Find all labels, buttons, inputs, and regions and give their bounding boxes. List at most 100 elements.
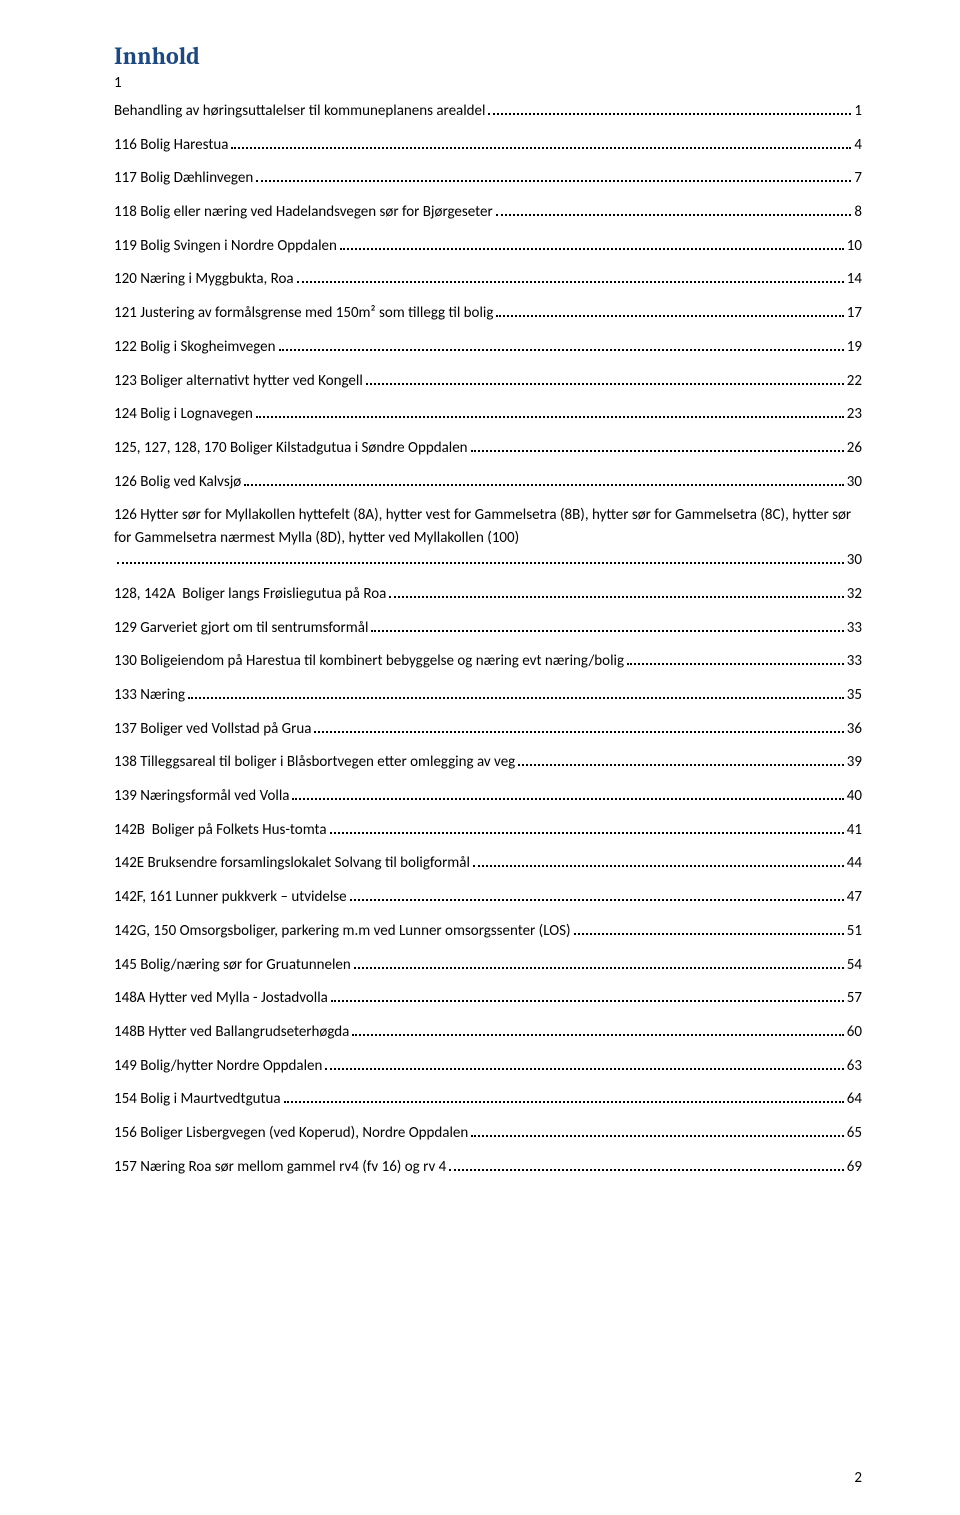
toc-entry: 128, 142A Boliger langs Frøisliegutua på…: [114, 583, 862, 606]
toc-entry: 133 Næring 35: [114, 684, 862, 707]
toc-entry: 138 Tilleggsareal til boliger i Blåsbort…: [114, 751, 862, 774]
toc-entry-page: 23: [847, 403, 862, 426]
toc-dots: [314, 722, 843, 732]
toc-entry: 148A Hytter ved Mylla - Jostadvolla 57: [114, 987, 862, 1010]
toc-entry: 117 Bolig Dæhlinvegen 7: [114, 167, 862, 190]
toc-entry-label: 124 Bolig i Lognavegen: [114, 403, 253, 426]
toc-entry-page: 1: [854, 100, 862, 123]
toc-entry-page: 17: [847, 302, 862, 325]
toc-dots: [471, 442, 844, 452]
toc-entry: 130 Boligeiendom på Harestua til kombine…: [114, 650, 862, 673]
toc-dots: [518, 756, 844, 766]
toc-entry: 139 Næringsformål ved Volla 40: [114, 785, 862, 808]
toc-entry-leader-line: 30: [114, 549, 862, 572]
toc-entry-page: 40: [847, 785, 862, 808]
toc-dots: [330, 824, 844, 834]
toc-entry-page: 14: [847, 268, 862, 291]
page-number: 2: [854, 1469, 862, 1487]
toc-entry-page: 30: [847, 471, 862, 494]
toc-container: Behandling av høringsuttalelser til komm…: [114, 100, 862, 1178]
toc-entry: Behandling av høringsuttalelser til komm…: [114, 100, 862, 123]
toc-entry-page: 7: [854, 167, 862, 190]
toc-entry-label: 148A Hytter ved Mylla - Jostadvolla: [114, 987, 328, 1010]
toc-entry-page: 22: [847, 370, 862, 393]
toc-entry-label: 119 Bolig Svingen i Nordre Oppdalen: [114, 235, 337, 258]
toc-entry-page: 65: [847, 1122, 862, 1145]
toc-entry-page: 54: [847, 954, 862, 977]
toc-entry-page: 35: [847, 684, 862, 707]
toc-entry-label: 138 Tilleggsareal til boliger i Blåsbort…: [114, 751, 515, 774]
toc-entry-page: 63: [847, 1055, 862, 1078]
toc-dots: [256, 408, 844, 418]
toc-entry-page: 47: [847, 886, 862, 909]
toc-entry-label: 118 Bolig eller næring ved Hadelandsvege…: [114, 201, 493, 224]
toc-dots: [471, 1127, 844, 1137]
page-title: Innhold: [114, 42, 862, 70]
toc-entry-label: 130 Boligeiendom på Harestua til kombine…: [114, 650, 624, 673]
toc-dots: [350, 891, 844, 901]
toc-dots: [244, 475, 844, 485]
toc-dots: [297, 273, 844, 283]
toc-dots: [279, 341, 844, 351]
toc-entry-label: 142G, 150 Omsorgsboliger, parkering m.m …: [114, 920, 571, 943]
toc-entry-page: 32: [847, 583, 862, 606]
toc-entry: 123 Boliger alternativt hytter ved Konge…: [114, 370, 862, 393]
toc-dots: [256, 172, 851, 182]
toc-entry: 149 Bolig/hytter Nordre Oppdalen 63: [114, 1055, 862, 1078]
toc-entry: 154 Bolig i Maurtvedtgutua 64: [114, 1088, 862, 1111]
toc-entry: 157 Næring Roa sør mellom gammel rv4 (fv…: [114, 1156, 862, 1179]
toc-dots: [496, 206, 852, 216]
toc-dots: [331, 992, 844, 1002]
toc-entry: 125, 127, 128, 170 Boliger Kilstadgutua …: [114, 437, 862, 460]
leading-number: 1: [114, 74, 862, 92]
toc-dots: [352, 1026, 843, 1036]
toc-entry-label: 116 Bolig Harestua: [114, 134, 228, 157]
toc-dots: [488, 105, 851, 115]
document-page: Innhold 1 Behandling av høringsuttalelse…: [0, 0, 960, 1515]
toc-entry: 156 Boliger Lisbergvegen (ved Koperud), …: [114, 1122, 862, 1145]
toc-entry-label: 139 Næringsformål ved Volla: [114, 785, 289, 808]
toc-entry-page: 64: [847, 1088, 862, 1111]
toc-entry-label: 142E Bruksendre forsamlingslokalet Solva…: [114, 852, 470, 875]
toc-dots: [389, 588, 843, 598]
toc-dots: [627, 655, 844, 665]
toc-entry-label: 156 Boliger Lisbergvegen (ved Koperud), …: [114, 1122, 468, 1145]
toc-entry-label: 149 Bolig/hytter Nordre Oppdalen: [114, 1055, 322, 1078]
toc-dots: [340, 240, 844, 250]
toc-entry-page: 19: [847, 336, 862, 359]
toc-entry: 120 Næring i Myggbukta, Roa 14: [114, 268, 862, 291]
toc-entry-page: 57: [847, 987, 862, 1010]
toc-entry-label: Behandling av høringsuttalelser til komm…: [114, 100, 485, 123]
toc-entry: 142B Boliger på Folkets Hus-tomta 41: [114, 819, 862, 842]
toc-dots: [325, 1059, 843, 1069]
toc-entry-label: 123 Boliger alternativt hytter ved Konge…: [114, 370, 363, 393]
toc-entry-label: 142B Boliger på Folkets Hus-tomta: [114, 819, 327, 842]
toc-dots: [231, 138, 851, 148]
toc-dots: [366, 374, 844, 384]
toc-entry-label: 120 Næring i Myggbukta, Roa: [114, 268, 294, 291]
toc-entry: 137 Boliger ved Vollstad på Grua 36: [114, 718, 862, 741]
toc-entry: 126 Hytter sør for Myllakollen hyttefelt…: [114, 504, 862, 572]
toc-entry: 116 Bolig Harestua 4: [114, 134, 862, 157]
toc-dots: [473, 857, 844, 867]
toc-entry-label: 126 Hytter sør for Myllakollen hyttefelt…: [114, 504, 862, 549]
toc-dots: [496, 307, 843, 317]
toc-entry-page: 4: [854, 134, 862, 157]
toc-entry: 148B Hytter ved Ballangrudseterhøgda 60: [114, 1021, 862, 1044]
toc-entry-page: 69: [847, 1156, 862, 1179]
toc-entry-page: 33: [847, 617, 862, 640]
toc-entry-page: 60: [847, 1021, 862, 1044]
toc-entry: 142F, 161 Lunner pukkverk – utvidelse 47: [114, 886, 862, 909]
toc-entry-label: 137 Boliger ved Vollstad på Grua: [114, 718, 311, 741]
toc-entry-label: 133 Næring: [114, 684, 185, 707]
toc-entry-page: 41: [847, 819, 862, 842]
toc-entry: 124 Bolig i Lognavegen 23: [114, 403, 862, 426]
toc-entry: 142G, 150 Omsorgsboliger, parkering m.m …: [114, 920, 862, 943]
toc-dots: [292, 790, 843, 800]
toc-dots: [354, 958, 844, 968]
toc-entry: 126 Bolig ved Kalvsjø 30: [114, 471, 862, 494]
toc-entry-page: 51: [847, 920, 862, 943]
toc-entry-page: 33: [847, 650, 862, 673]
toc-entry-label: 148B Hytter ved Ballangrudseterhøgda: [114, 1021, 349, 1044]
toc-entry: 122 Bolig i Skogheimvegen 19: [114, 336, 862, 359]
